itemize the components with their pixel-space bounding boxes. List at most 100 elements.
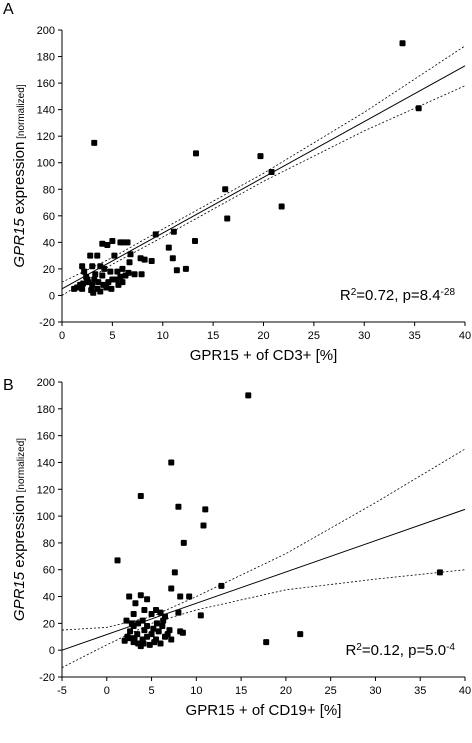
regression-line [61,65,466,290]
point [192,150,199,157]
confidence-lower [61,569,466,668]
point [182,265,189,272]
x-tick-label: 40 [459,330,471,342]
annotation-part: 2 [351,287,357,298]
y-tick-label: 60 [43,565,55,577]
point [137,592,144,599]
point [197,612,204,619]
point [79,285,86,292]
point [132,600,139,607]
y-tick-label: 0 [49,645,55,657]
x-tick-label: 40 [459,685,471,697]
point [399,40,406,47]
point [160,617,167,624]
point [117,239,124,246]
point [103,284,110,291]
point [124,239,131,246]
x-tick-label: 10 [157,330,169,342]
point [131,635,138,642]
y-tick-label: 100 [37,158,55,170]
point [257,153,264,160]
point [138,271,145,278]
point [141,606,148,613]
y-tick-label: 40 [43,237,55,249]
y-tick-label: 120 [37,131,55,143]
y-tick-label: 60 [43,211,55,223]
point [175,609,182,616]
y-tick-label: -20 [39,672,55,684]
point [268,169,275,176]
y-tick-label: 140 [37,105,55,117]
y-tick-label: 200 [37,377,55,389]
point [157,640,164,647]
point [114,268,121,275]
y-tick-label: 180 [37,52,55,64]
point [125,269,132,276]
point [99,272,106,279]
point [99,240,106,247]
x-tick-label: 25 [325,685,337,697]
annotation-part: R [340,287,351,304]
point [155,628,162,635]
y-tick-label: 120 [37,484,55,496]
point [79,263,86,270]
point [130,610,137,617]
x-tick-label: -5 [57,685,67,697]
point [148,257,155,264]
point [168,459,175,466]
point [80,280,87,287]
y-tick-label: 160 [37,431,55,443]
point [71,285,78,292]
point [81,268,88,275]
point [92,271,99,278]
x-tick-label: 5 [148,685,154,697]
point [97,288,104,295]
panel-label: B [3,377,14,394]
y-axis-label: GPR15 expression [normalized] [11,84,28,267]
y-tick-label: 0 [49,290,55,302]
y-tick-label: 20 [43,618,55,630]
x-tick-label: 25 [308,330,320,342]
point [117,273,124,280]
x-tick-label: 20 [280,685,292,697]
point [108,285,115,292]
point [137,255,144,262]
point [164,631,171,638]
y-axis-label-part: GPR15 [11,218,28,268]
y-axis-label: GPR15 expression [normalized] [11,438,28,621]
point [153,620,160,627]
x-tick-label: 20 [257,330,269,342]
point [91,139,98,146]
point [175,503,182,510]
point [186,593,193,600]
x-tick-label: 0 [59,330,65,342]
point [111,252,118,259]
y-tick-label: 100 [37,511,55,523]
point [152,231,159,238]
point [144,596,151,603]
x-axis-label: GPR15 + of CD19+ [%] [186,702,342,719]
x-tick-label: 10 [190,685,202,697]
annotation-part: =0.12, p=5.0 [362,642,446,659]
x-tick-label: 30 [369,685,381,697]
y-axis-label-part: [normalized] [16,438,27,495]
x-axis-label: GPR15 + of CD3+ [%] [190,347,338,364]
point [126,259,133,266]
y-axis-label-part: expression [11,495,28,572]
confidence-upper [61,45,466,283]
point [245,392,252,399]
y-tick-label: 200 [37,25,55,37]
x-tick-label: 0 [104,685,110,697]
x-tick-label: 35 [414,685,426,697]
regression-line [61,508,466,651]
y-tick-label: 40 [43,592,55,604]
point [148,631,155,638]
point [104,242,111,249]
y-axis-label-part: [normalized] [16,84,27,141]
point [130,623,137,630]
y-tick-label: -20 [39,317,55,329]
annotation-part: R [345,642,356,659]
y-tick-label: 140 [37,457,55,469]
point [202,506,209,513]
